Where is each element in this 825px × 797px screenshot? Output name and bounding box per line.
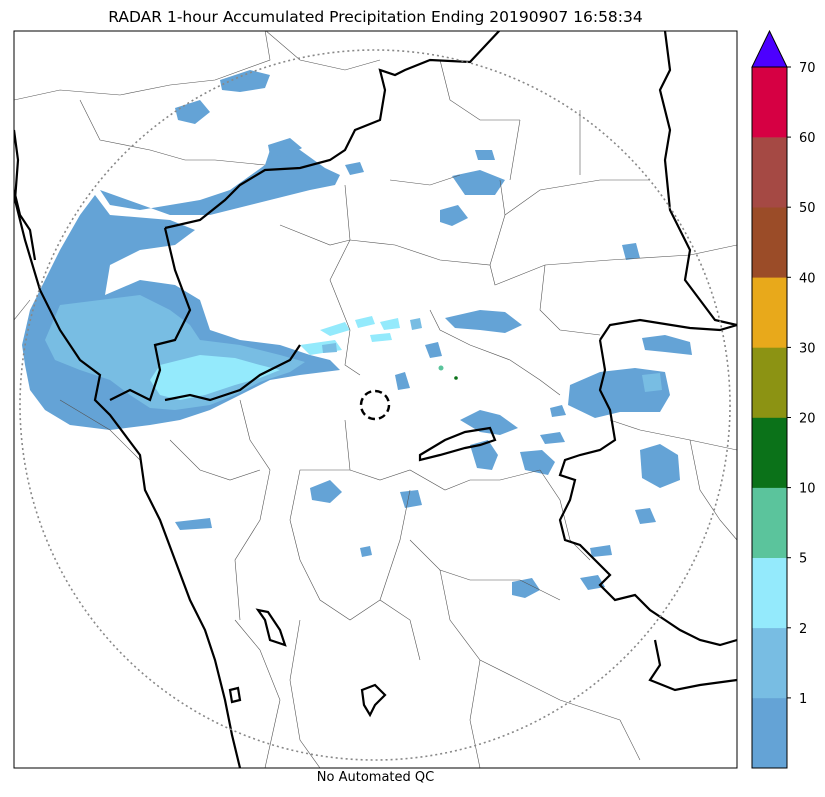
colorbar-bin-1-2 — [752, 627, 787, 699]
colorbar-bin-5-10 — [752, 487, 787, 558]
precip-specks-2 — [322, 318, 422, 353]
state-border-east-2 — [558, 339, 737, 647]
precip-cell-c3 — [470, 440, 498, 470]
colorbar-bin-10-20 — [752, 417, 787, 488]
radar-map[interactable] — [14, 30, 737, 768]
precip-cell-s6 — [550, 405, 566, 417]
colorbar-bin-40-50 — [752, 207, 787, 278]
state-border-north — [164, 31, 501, 230]
colorbar-tick-label: 10 — [799, 482, 816, 497]
precip-west-heavy — [150, 355, 280, 400]
precip-green-speck — [438, 365, 444, 371]
colorbar-tick-label: 50 — [799, 201, 816, 216]
colorbar-bin-2-5 — [752, 557, 787, 629]
state-boundaries — [14, 31, 737, 768]
precip-cell-e3 — [640, 444, 680, 488]
precipitation-layer — [22, 70, 692, 598]
district-boundaries — [14, 31, 737, 768]
radar-range-ring — [19, 49, 731, 761]
coastline — [14, 129, 242, 768]
precip-cell-n2 — [345, 162, 364, 175]
precip-cell-s7 — [590, 545, 612, 557]
colorbar-bin-60-70 — [752, 67, 787, 138]
precip-cell-c4 — [395, 372, 410, 390]
precip-cell-e4 — [520, 450, 555, 475]
colorbar-bin-50-60 — [752, 137, 787, 208]
state-border-east — [599, 318, 737, 341]
precip-cell-n1 — [268, 138, 302, 157]
state-border-ne — [658, 31, 737, 327]
precip-cell-e1-core — [642, 373, 662, 392]
state-border-enclave-2 — [255, 608, 287, 647]
precip-cell-s5 — [175, 518, 212, 530]
colorbar-tick-label: 70 — [799, 61, 816, 76]
map-frame — [13, 30, 738, 769]
colorbar-tick-label: 2 — [799, 622, 807, 637]
colorbar-bin-20-30 — [752, 347, 787, 418]
state-border-south-east — [648, 639, 737, 692]
precip-cell-e6 — [622, 243, 640, 260]
precip-cell-s2 — [400, 490, 422, 508]
colorbar-tick-label: 40 — [799, 271, 816, 286]
colorbar-tick-label: 1 — [799, 692, 807, 707]
precip-cell-e7 — [635, 508, 656, 524]
state-border-central — [164, 344, 301, 402]
state-border-small — [14, 189, 37, 261]
state-border-enclave-3 — [360, 683, 387, 718]
state-border-enclave-4 — [228, 686, 242, 704]
colorbar-bin-0-1 — [752, 697, 787, 769]
colorbar-bin-30-40 — [752, 277, 787, 348]
state-border-west — [109, 227, 192, 402]
precip-cell-s1 — [310, 480, 342, 503]
map-title: RADAR 1-hour Accumulated Precipitation E… — [108, 8, 643, 26]
precip-cell-s3 — [512, 578, 540, 598]
precip-west-band-outer — [100, 150, 340, 215]
precip-cell-ne1 — [452, 170, 505, 195]
radar-site-marker[interactable] — [359, 389, 391, 421]
colorbar-tick-label: 30 — [799, 341, 816, 356]
qc-note: No Automated QC — [316, 770, 435, 785]
precip-green-speck-2 — [454, 376, 458, 380]
precip-cell-e2 — [642, 335, 692, 355]
state-border-enclave — [418, 426, 497, 462]
precip-cell-nw2 — [220, 70, 270, 92]
precip-cell-ne2 — [440, 205, 468, 226]
colorbar-extend-arrow — [751, 29, 788, 68]
precip-cell-e5 — [540, 432, 565, 444]
colorbar-tick-label: 60 — [799, 131, 816, 146]
precip-cell-c5 — [425, 342, 442, 358]
precip-cell-ne3 — [475, 150, 495, 160]
colorbar-tick-label: 20 — [799, 412, 816, 427]
precip-cell-s8 — [360, 546, 372, 557]
precip-cell-c1 — [445, 310, 522, 333]
precip-cell-c2 — [460, 410, 518, 435]
colorbar-tick-label: 5 — [799, 552, 807, 567]
precip-cell-s4 — [580, 575, 605, 590]
colorbar: 1 2 5 10 20 30 40 50 60 70 — [751, 29, 816, 769]
